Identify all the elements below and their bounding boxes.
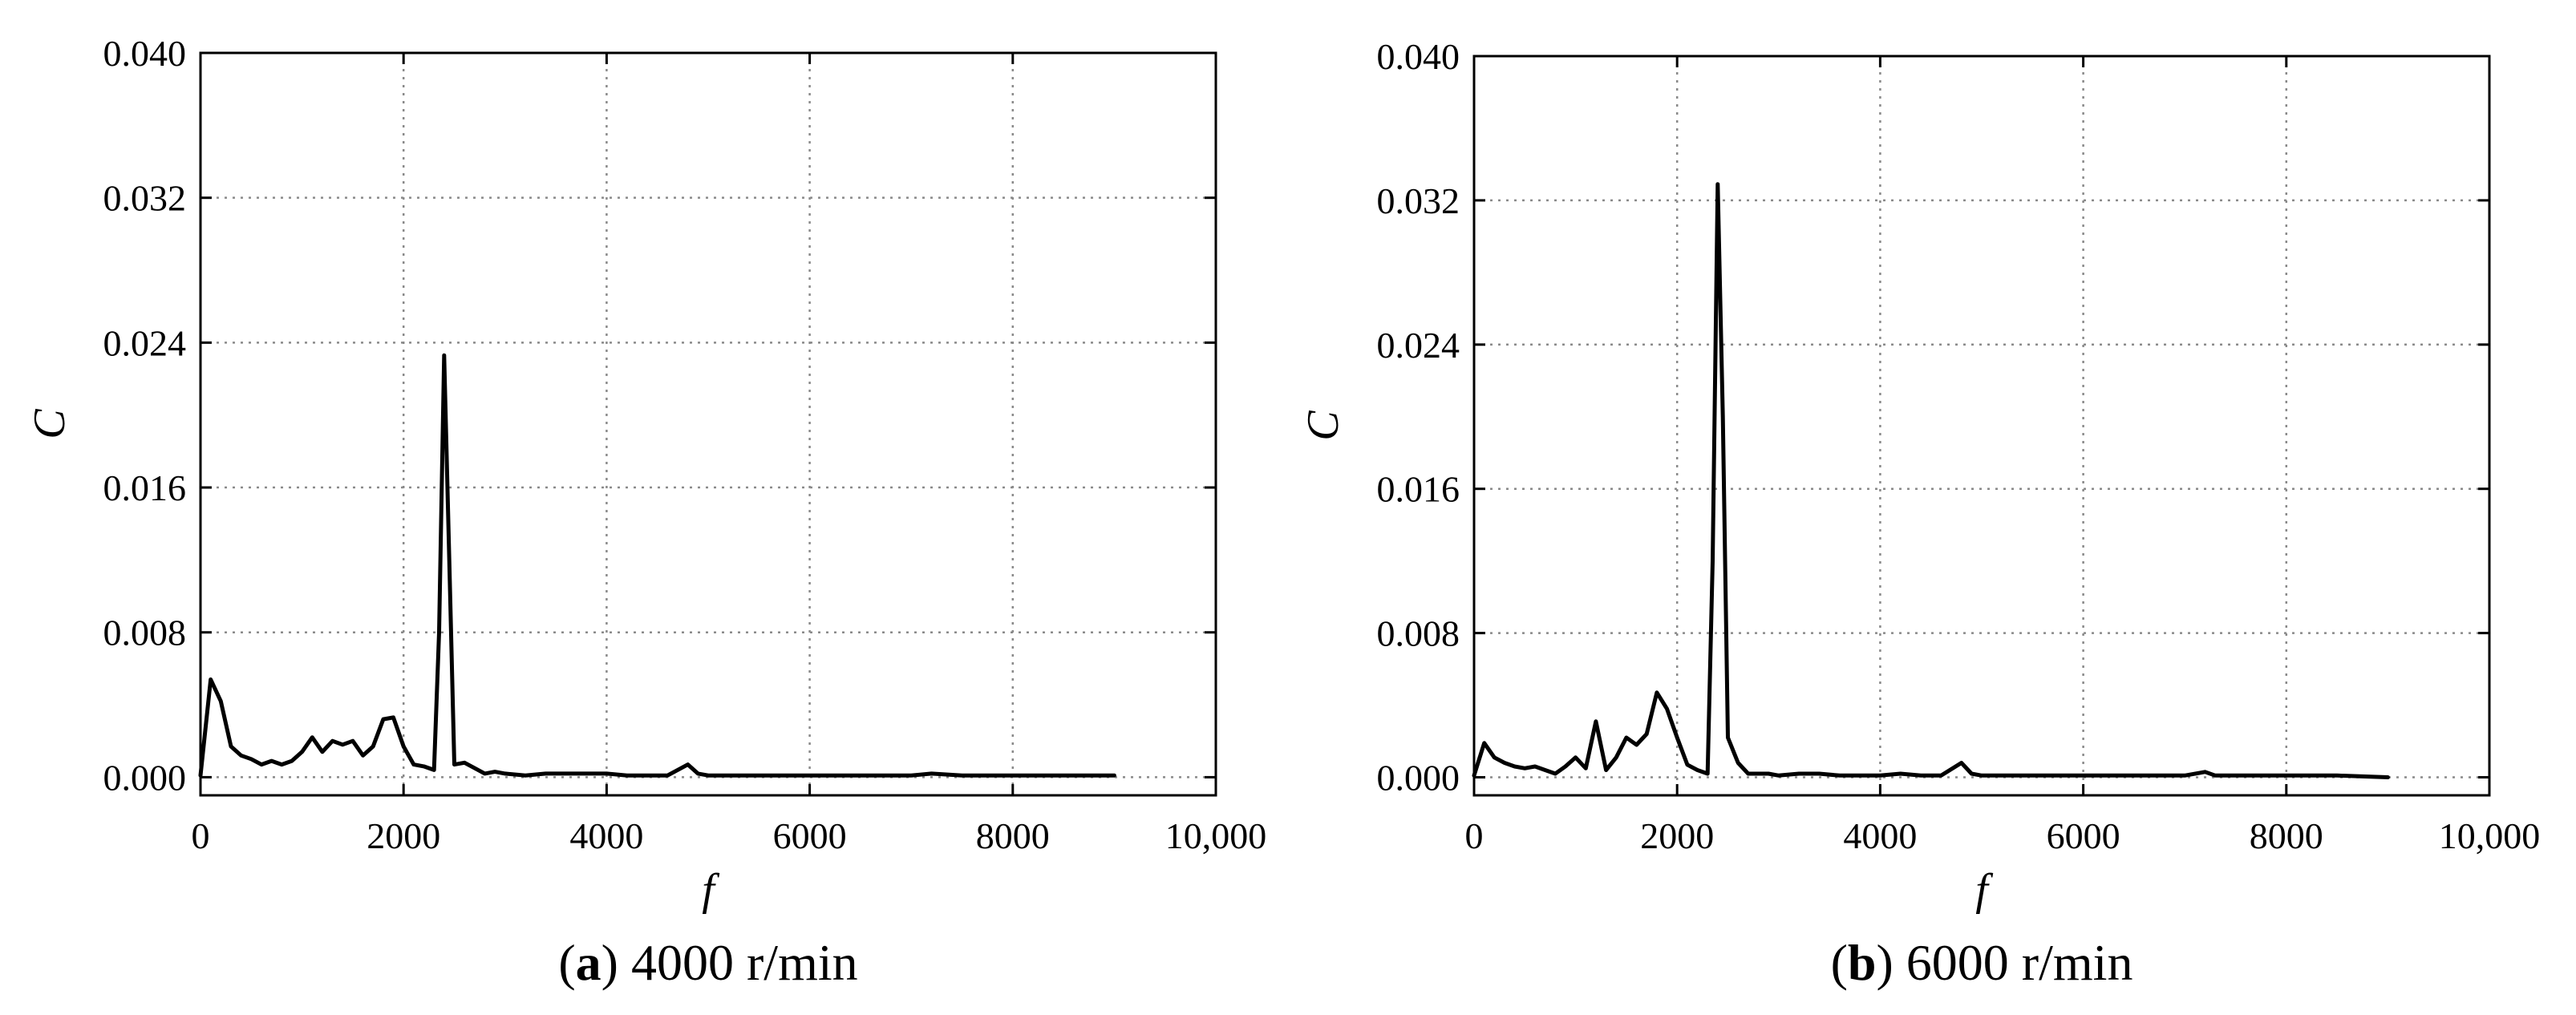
x-tick-labels: 0 2000 4000 6000 8000 10,000 bbox=[192, 815, 1267, 856]
x-tick-labels: 0 2000 4000 6000 8000 10,000 bbox=[1465, 815, 2541, 856]
plot-frame bbox=[199, 51, 1217, 797]
y-tick-label: 0.032 bbox=[1377, 180, 1460, 221]
x-tick-label: 0 bbox=[1465, 815, 1484, 856]
y-tick-label: 0.016 bbox=[1377, 469, 1460, 510]
y-axis-label: C bbox=[25, 409, 75, 439]
panel-b: 0 2000 4000 6000 8000 10,000 0.0000.0080.0160… bbox=[1298, 36, 2540, 991]
y-tick-label: 0.032 bbox=[103, 178, 187, 219]
y-tick-labels: 0.000 0.008 0.016 0.024 0.032 0.040 bbox=[103, 33, 187, 798]
plot-frame bbox=[1472, 55, 2491, 797]
series-line bbox=[1472, 182, 2390, 779]
panel-a: 0 2000 4000 6000 8000 10,000 0.0000.0080.0160… bbox=[25, 33, 1266, 991]
x-tick-label: 0 bbox=[192, 815, 210, 856]
y-tick-label: 0.000 bbox=[103, 757, 187, 798]
tick-marks bbox=[199, 51, 1217, 795]
tick-marks bbox=[1472, 55, 2491, 795]
y-tick-label: 0.024 bbox=[103, 322, 187, 363]
grid-lines bbox=[1474, 56, 2489, 795]
series-line bbox=[198, 353, 1116, 778]
x-tick-label: 2000 bbox=[1640, 815, 1714, 856]
panel-caption: (b) 6000 r/min bbox=[1831, 934, 2133, 991]
y-axis-label: C bbox=[1298, 410, 1348, 441]
y-tick-label: 0.000 bbox=[1377, 758, 1460, 799]
y-tick-label: 0.008 bbox=[1377, 613, 1460, 654]
y-tick-label: 0.040 bbox=[103, 33, 187, 74]
x-tick-label: 6000 bbox=[773, 815, 847, 856]
x-tick-label: 10,000 bbox=[1165, 815, 1267, 856]
x-tick-label: 4000 bbox=[569, 815, 643, 856]
y-tick-label: 0.024 bbox=[1377, 325, 1460, 366]
y-tick-label: 0.016 bbox=[103, 467, 187, 508]
y-tick-label: 0.040 bbox=[1377, 36, 1460, 77]
x-tick-label: 10,000 bbox=[2439, 815, 2541, 856]
caption-text: 4000 r/min bbox=[618, 934, 858, 991]
x-tick-label: 8000 bbox=[976, 815, 1050, 856]
caption-letter: a bbox=[576, 934, 601, 991]
x-tick-label: 4000 bbox=[1843, 815, 1917, 856]
x-tick-label: 2000 bbox=[367, 815, 440, 856]
x-tick-label: 8000 bbox=[2250, 815, 2323, 856]
y-tick-label: 0.008 bbox=[103, 613, 187, 653]
x-tick-label: 6000 bbox=[2047, 815, 2120, 856]
caption-letter: b bbox=[1848, 934, 1877, 991]
y-tick-labels: 0.000 0.008 0.016 0.024 0.032 0.040 bbox=[1377, 36, 1460, 799]
panel-caption: (a) 4000 r/min bbox=[558, 934, 857, 991]
caption-text: 6000 r/min bbox=[1894, 934, 2133, 991]
